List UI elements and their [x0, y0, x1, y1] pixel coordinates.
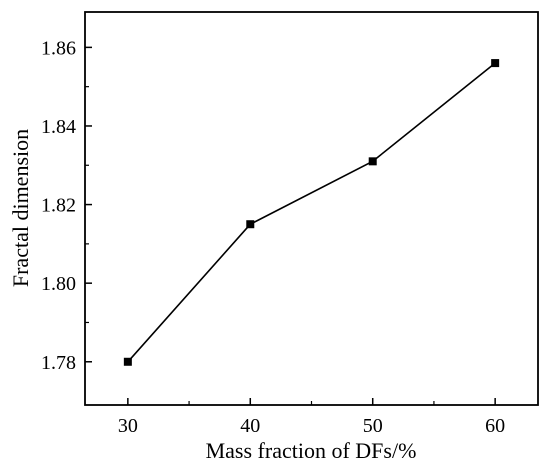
x-tick-label: 40: [240, 415, 260, 437]
x-tick-label: 60: [485, 415, 505, 437]
x-axis-ticks: 30 40 50 60: [118, 398, 505, 437]
data-point: [369, 157, 377, 165]
x-tick-label: 30: [118, 415, 138, 437]
y-tick-label: 1.86: [41, 37, 76, 59]
x-tick-label: 50: [363, 415, 383, 437]
y-tick-label: 1.80: [41, 273, 76, 295]
x-axis-title: Mass fraction of DFs/%: [206, 438, 417, 463]
y-tick-label: 1.78: [41, 352, 76, 374]
y-tick-label: 1.82: [41, 195, 76, 217]
data-point: [491, 59, 499, 67]
y-tick-label: 1.84: [41, 116, 76, 138]
plot-area-frame: [85, 12, 538, 405]
series-line: [128, 63, 495, 362]
y-axis-title: Fractal dimension: [8, 129, 33, 287]
data-point: [124, 358, 132, 366]
data-point: [246, 220, 254, 228]
